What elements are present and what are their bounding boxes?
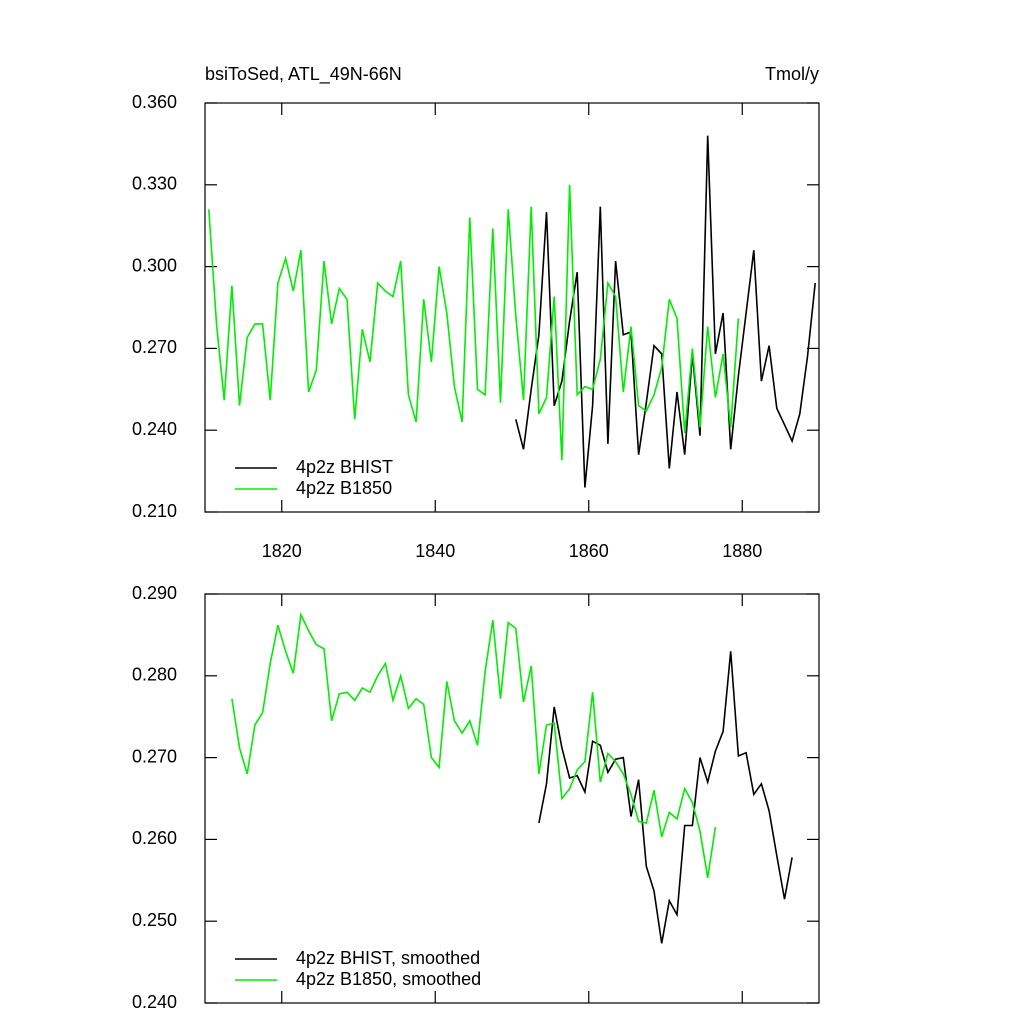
legend-label: 4p2z BHIST <box>296 457 393 477</box>
y-tick-label: 0.250 <box>132 910 177 930</box>
y-tick-label: 0.270 <box>132 337 177 357</box>
chart-title: bsiToSed, ATL_49N-66N <box>205 64 402 85</box>
data-line <box>208 184 740 461</box>
x-tick-label: 1880 <box>722 541 762 561</box>
legend-label: 4p2z BHIST, smoothed <box>296 948 480 968</box>
x-tick-label: 1820 <box>262 541 302 561</box>
units-label: Tmol/y <box>765 64 819 84</box>
legend-label: 4p2z B1850 <box>296 478 392 498</box>
y-tick-label: 0.290 <box>132 583 177 603</box>
y-tick-label: 0.240 <box>132 992 177 1012</box>
data-line <box>231 611 717 878</box>
x-tick-label: 1840 <box>415 541 455 561</box>
y-tick-label: 0.270 <box>132 746 177 766</box>
x-tick-label: 1860 <box>569 541 609 561</box>
y-tick-label: 0.360 <box>132 92 177 112</box>
plot-frame <box>204 593 820 1004</box>
legend-label: 4p2z B1850, smoothed <box>296 969 481 989</box>
y-tick-label: 0.260 <box>132 828 177 848</box>
plot-frame <box>204 102 820 513</box>
data-line <box>538 651 793 944</box>
y-tick-label: 0.210 <box>132 501 177 521</box>
y-tick-label: 0.330 <box>132 174 177 194</box>
y-tick-label: 0.240 <box>132 419 177 439</box>
y-tick-label: 0.300 <box>132 255 177 275</box>
y-tick-label: 0.280 <box>132 665 177 685</box>
